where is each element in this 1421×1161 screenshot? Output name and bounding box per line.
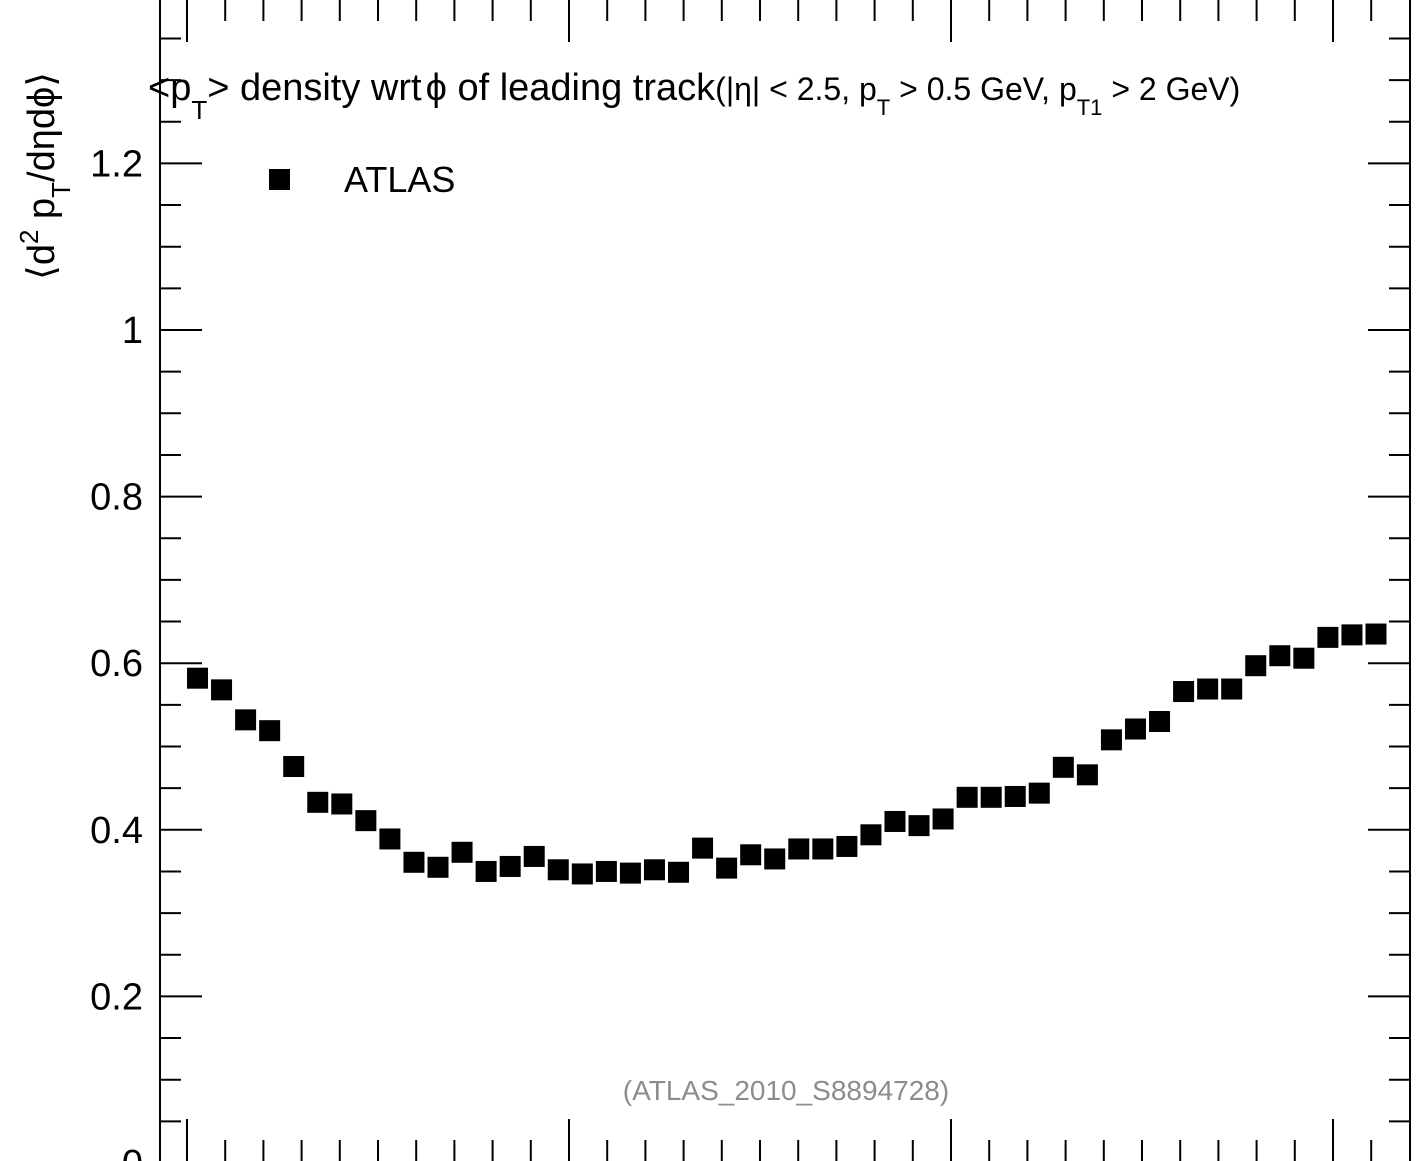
data-point: [596, 861, 617, 882]
data-point: [428, 857, 449, 878]
data-point: [884, 811, 905, 832]
data-point: [283, 756, 304, 777]
data-point: [452, 842, 473, 863]
data-point: [1101, 729, 1122, 750]
legend-marker-atlas: [269, 169, 290, 190]
data-point: [1125, 719, 1146, 740]
data-point: [1293, 648, 1314, 669]
data-point: [716, 858, 737, 879]
data-point: [500, 856, 521, 877]
data-point: [1341, 624, 1362, 645]
data-point: [836, 836, 857, 857]
data-point: [788, 838, 809, 859]
analysis-reference: (ATLAS_2010_S8894728): [623, 1075, 949, 1106]
data-point: [981, 787, 1002, 808]
data-point: [644, 859, 665, 880]
data-point: [1053, 757, 1074, 778]
data-point: [524, 846, 545, 867]
data-point: [259, 720, 280, 741]
data-point: [668, 862, 689, 883]
data-point: [933, 808, 954, 829]
y-tick-label: 0.4: [90, 810, 143, 852]
y-tick-labels: 0 0.2 0.4 0.6 0.8 1 1.2: [90, 143, 143, 1161]
data-point: [909, 815, 930, 836]
data-point: [187, 668, 208, 689]
data-point: [331, 793, 352, 814]
data-point: [957, 787, 978, 808]
data-point: [1221, 679, 1242, 700]
data-point: [1077, 764, 1098, 785]
data-point: [1197, 679, 1218, 700]
chart-title: <pT> density wrt ϕ of leading track(|η| <…: [148, 67, 1240, 125]
y-axis-label: ⟨d2 pT/dηdϕ⟩: [14, 72, 76, 280]
data-point: [1005, 786, 1026, 807]
data-point: [211, 679, 232, 700]
data-point: [812, 838, 833, 859]
y-tick-label: 0.8: [90, 477, 143, 519]
data-point: [379, 828, 400, 849]
data-point: [403, 852, 424, 873]
data-point: [476, 861, 497, 882]
data-point: [692, 838, 713, 859]
y-tick-label: 1: [122, 310, 143, 352]
data-point: [764, 848, 785, 869]
data-point: [1173, 681, 1194, 702]
data-point: [1269, 645, 1290, 666]
legend-label-atlas: ATLAS: [344, 159, 455, 200]
data-point: [548, 859, 569, 880]
data-point: [1245, 655, 1266, 676]
data-point: [572, 863, 593, 884]
data-point: [1366, 624, 1387, 645]
y-tick-label: 0: [122, 1143, 143, 1161]
y-tick-label: 0.6: [90, 643, 143, 685]
data-point: [355, 810, 376, 831]
data-points: [187, 624, 1387, 885]
data-point: [235, 709, 256, 730]
data-point: [307, 792, 328, 813]
y-tick-label: 0.2: [90, 976, 143, 1018]
data-point: [740, 844, 761, 865]
data-point: [860, 824, 881, 845]
data-point: [1317, 627, 1338, 648]
data-point: [620, 863, 641, 884]
data-point: [1029, 783, 1050, 804]
y-tick-label: 1.2: [90, 143, 143, 185]
data-point: [1149, 711, 1170, 732]
